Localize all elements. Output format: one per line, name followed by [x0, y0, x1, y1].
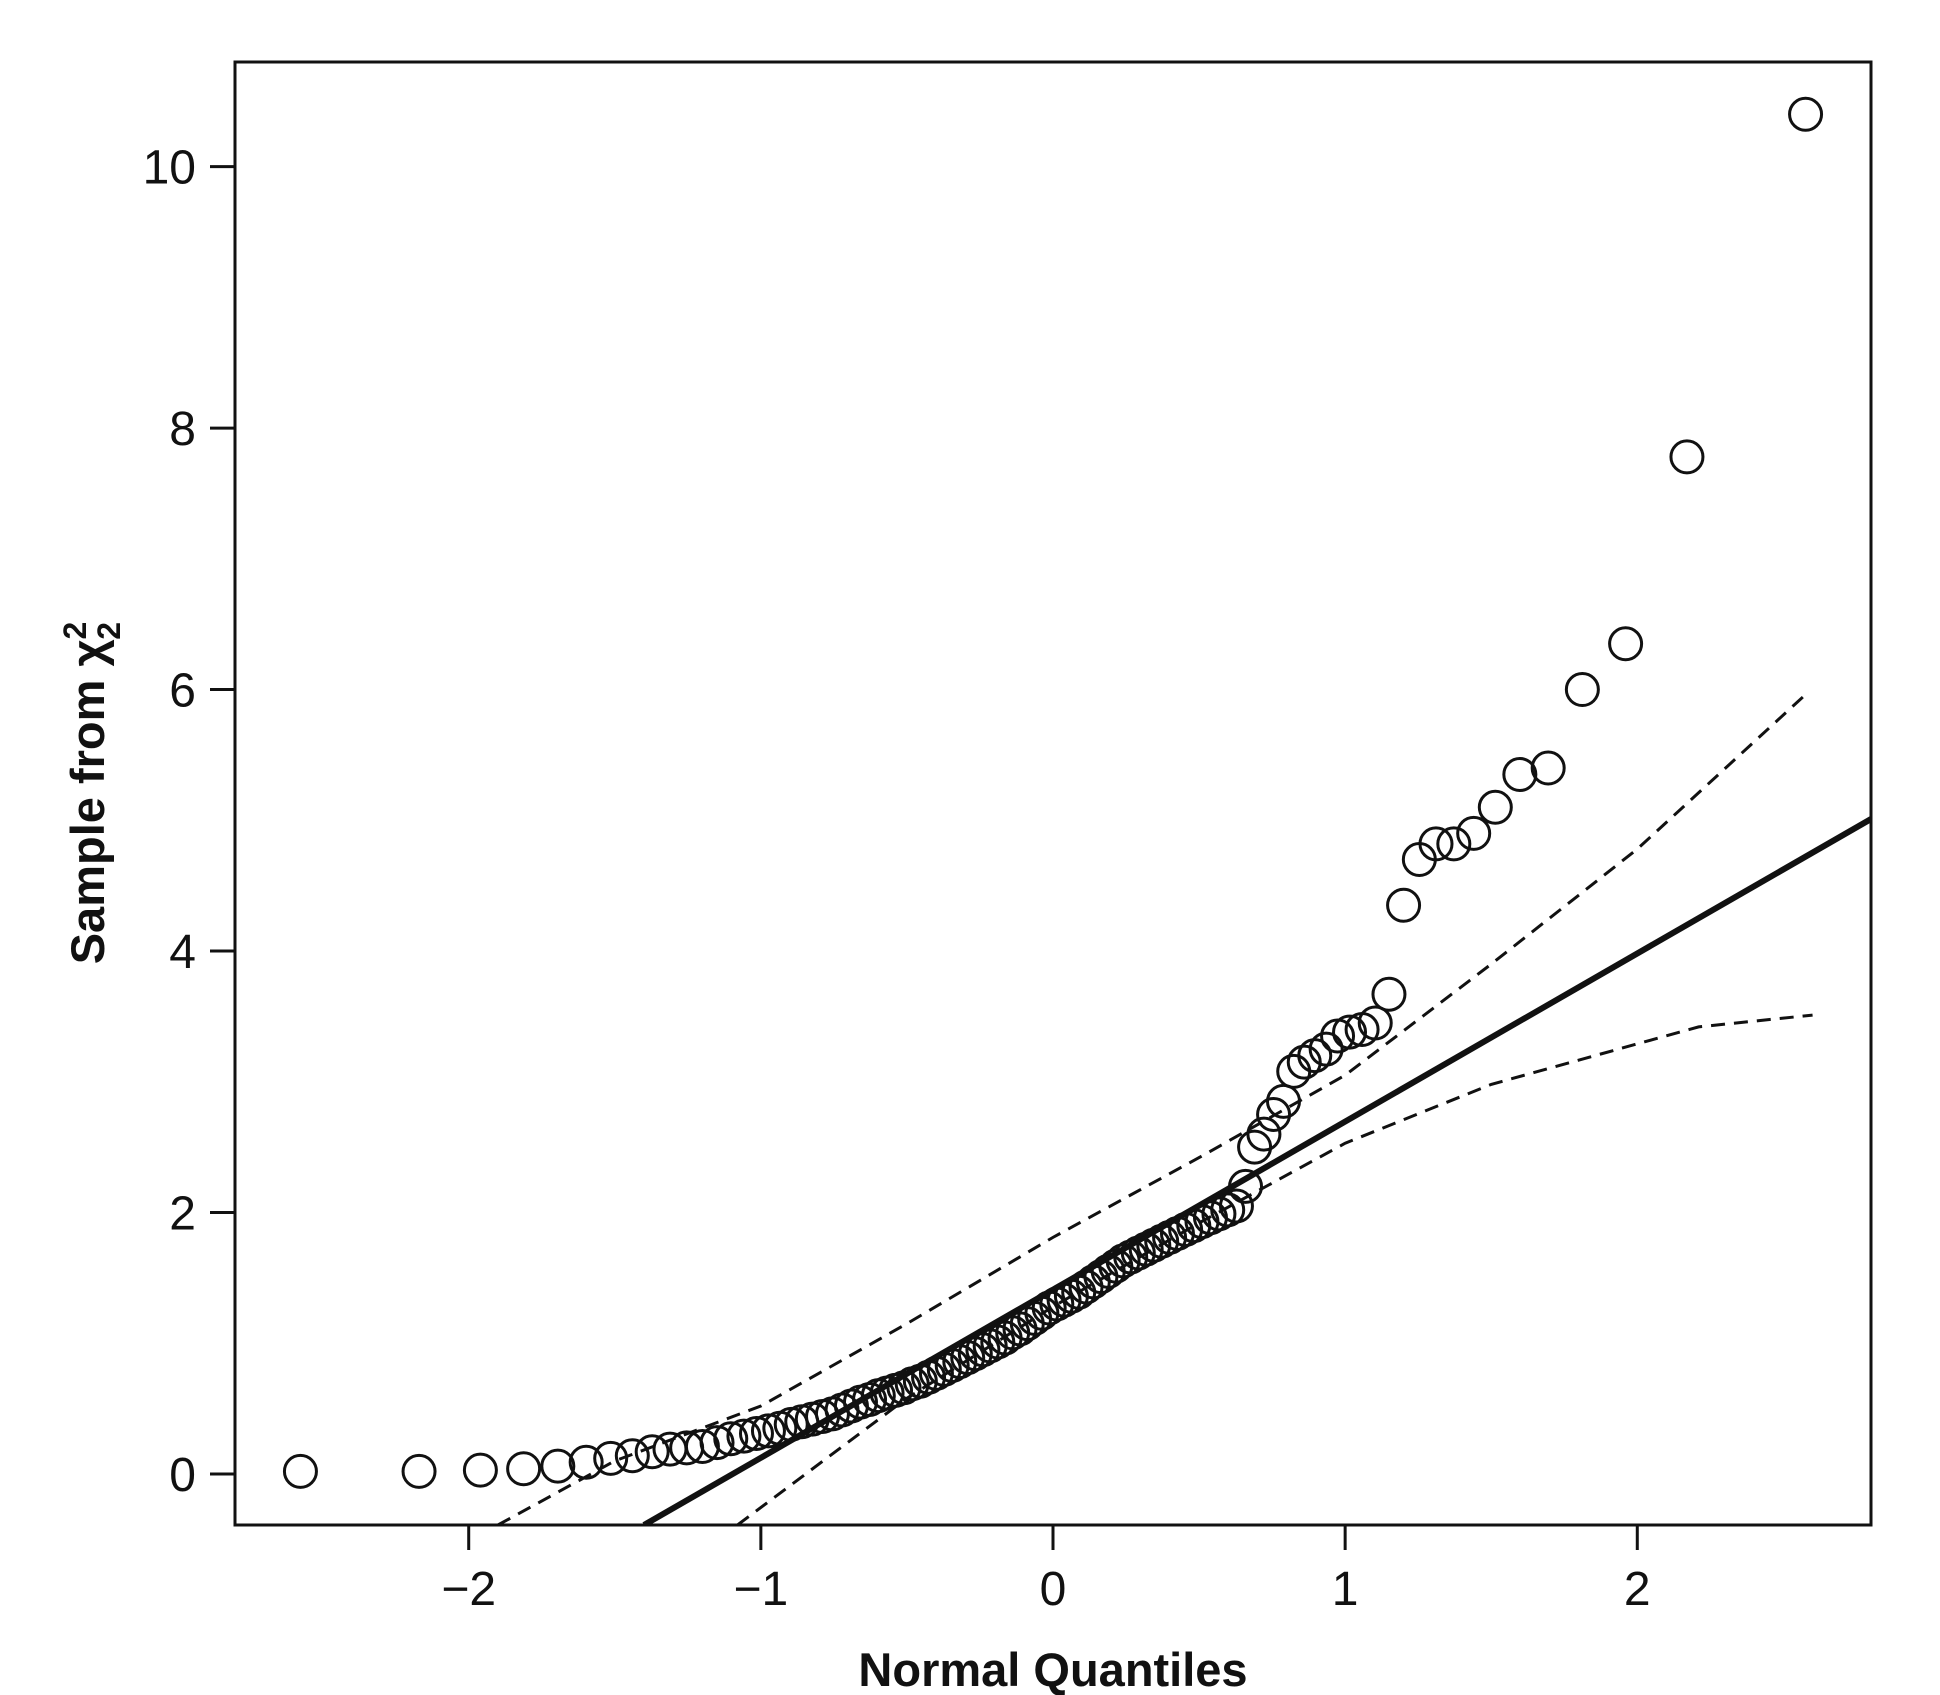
y-tick-label: 2 — [169, 1188, 196, 1241]
point — [1357, 1005, 1393, 1041]
y-axis-title: Sample from χ22 — [57, 622, 127, 965]
point — [1256, 1096, 1292, 1132]
y-tick-label: 4 — [169, 926, 196, 979]
plot-frame — [233, 60, 1873, 1527]
point — [1456, 815, 1492, 851]
point — [634, 1434, 670, 1470]
point — [1608, 626, 1644, 662]
point — [1371, 976, 1407, 1012]
point — [401, 1453, 437, 1489]
point — [911, 1359, 947, 1395]
point — [918, 1355, 954, 1391]
point — [1502, 757, 1538, 793]
point — [1246, 1116, 1282, 1152]
point — [738, 1415, 774, 1451]
point — [1436, 826, 1472, 862]
point — [568, 1444, 604, 1480]
y-tick-label: 6 — [169, 665, 196, 718]
y-tick-label: 10 — [143, 142, 196, 195]
point — [1477, 789, 1513, 825]
point — [593, 1440, 629, 1476]
point — [934, 1347, 970, 1383]
point — [1120, 1235, 1156, 1271]
point — [1564, 672, 1600, 708]
point — [926, 1351, 962, 1387]
plot-area — [282, 96, 1871, 1525]
x-tick-label: 0 — [1040, 1563, 1067, 1616]
point — [614, 1438, 650, 1474]
y-axis-title-text: Sample from χ — [61, 639, 114, 964]
point — [1128, 1231, 1164, 1267]
y-tick-label: 8 — [169, 403, 196, 456]
point — [713, 1421, 749, 1457]
point — [750, 1413, 786, 1449]
point — [1308, 1031, 1344, 1067]
point — [506, 1451, 542, 1487]
point — [1332, 1014, 1368, 1050]
point — [1144, 1223, 1180, 1259]
point — [1297, 1038, 1333, 1074]
point — [462, 1452, 498, 1488]
point — [540, 1448, 576, 1484]
confidence-envelope — [497, 692, 1808, 1525]
x-tick-label: 1 — [1332, 1563, 1359, 1616]
y-axis-title-sub: 2 — [91, 622, 127, 640]
point — [1113, 1239, 1149, 1275]
point — [1418, 826, 1454, 862]
point — [1276, 1053, 1312, 1089]
x-axis-title: Normal Quantiles — [858, 1643, 1247, 1695]
point — [726, 1418, 762, 1454]
y-tick-label: 0 — [169, 1449, 196, 1502]
point — [1286, 1044, 1322, 1080]
confidence-envelope — [736, 1013, 1813, 1525]
point — [1386, 887, 1422, 923]
point — [1152, 1219, 1188, 1255]
point — [282, 1453, 318, 1489]
x-tick-label: −2 — [441, 1563, 496, 1616]
point — [1228, 1168, 1264, 1204]
point — [1669, 439, 1705, 475]
point — [1788, 96, 1824, 132]
point — [1530, 750, 1566, 786]
y-axis-title-sup: 2 — [57, 622, 93, 640]
x-tick-label: −1 — [733, 1563, 788, 1616]
x-tick-label: 2 — [1624, 1563, 1651, 1616]
point — [699, 1425, 735, 1461]
point — [1218, 1188, 1254, 1224]
point — [1136, 1227, 1172, 1263]
